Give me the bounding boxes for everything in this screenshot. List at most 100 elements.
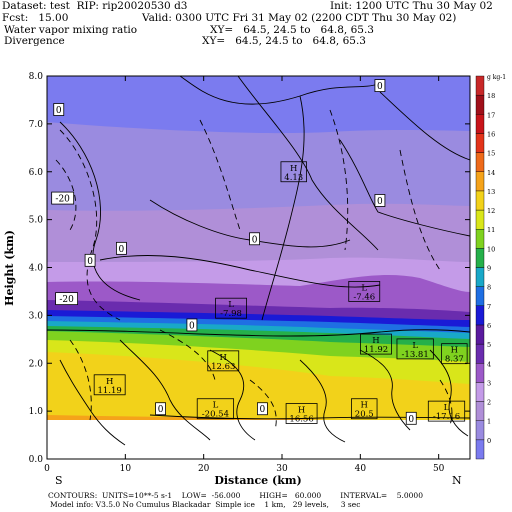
y-axis-ticks: 0.0 1.0 2.0 3.0 4.0 5.0 6.0 7.0 8.0 (29, 72, 470, 465)
svg-text:-7.46: -7.46 (353, 292, 375, 302)
colorbar-unit: g kg-1 (487, 74, 506, 81)
svg-text:8.37: 8.37 (445, 355, 464, 365)
init-time-label: Init: 1200 UTC Thu 30 May 02 (330, 0, 493, 12)
svg-text:L: L (412, 341, 418, 351)
colorbar-label: 15 (487, 150, 495, 158)
x-tick-label: 50 (433, 464, 445, 474)
svg-text:L: L (213, 401, 219, 411)
svg-text:-7.98: -7.98 (220, 309, 242, 319)
contour-value-label: 0 (405, 411, 417, 425)
contour-value-label: -20 (55, 292, 78, 305)
colorbar-label: 14 (487, 169, 495, 177)
contour-negative (249, 379, 277, 431)
colorbar-swatch (475, 209, 485, 230)
low-extremum-label: L-20.54 (196, 398, 235, 420)
contour-positive (339, 139, 470, 237)
colorbar-swatch (475, 382, 485, 402)
colorbar-label: 10 (487, 245, 495, 253)
colorbar-label: 0 (487, 437, 491, 445)
high-extremum-label: H20.5 (351, 398, 378, 420)
dataset-label: Dataset: test RIP: rip20020530 d3 (2, 0, 188, 12)
x-axis-ticks: 0 10 20 30 40 50 (44, 76, 445, 474)
low-extremum-label: L-17.16 (427, 400, 466, 422)
contour-value-label: 0 (53, 103, 65, 116)
svg-text:-20: -20 (59, 295, 74, 305)
svg-text:16.56: 16.56 (289, 415, 313, 425)
colorbar-swatch (475, 439, 485, 460)
y-tick-label: 5.0 (29, 216, 44, 226)
svg-text:11.19: 11.19 (97, 386, 121, 396)
svg-text:0: 0 (252, 235, 258, 245)
colorbar-swatch (475, 420, 485, 441)
colorbar-swatch (475, 401, 485, 421)
low-extremum-label: L-7.98 (215, 297, 247, 319)
y-axis-title: Height (km) (3, 230, 16, 306)
contour-positive (237, 76, 379, 251)
contour-negative (199, 119, 241, 231)
y-tick-label: 3.0 (29, 311, 44, 321)
svg-text:-20: -20 (55, 195, 70, 205)
low-extremum-label: L-7.46 (348, 281, 381, 302)
high-extremum-label: H11.19 (93, 374, 126, 396)
svg-text:H: H (106, 377, 113, 387)
svg-text:-17.16: -17.16 (433, 412, 460, 422)
svg-text:12.63: 12.63 (211, 362, 235, 372)
colorbar-swatch (475, 286, 485, 306)
colorbar-swatch (475, 248, 485, 268)
contour-negative (399, 149, 441, 271)
svg-text:0: 0 (158, 405, 164, 415)
colorbar-label: 5 (487, 341, 491, 349)
svg-text:H: H (361, 401, 368, 411)
contour-value-label: 0 (155, 402, 166, 415)
x-tick-label: 10 (120, 464, 132, 474)
svg-text:L: L (228, 300, 234, 310)
colorbar-swatch (475, 267, 485, 287)
svg-text:H: H (298, 406, 305, 416)
contour-positive (47, 329, 470, 337)
colorbar-swatch (475, 171, 485, 192)
colorbar-label: 13 (487, 188, 495, 196)
svg-text:H: H (220, 353, 227, 363)
forecast-hour-label: Fcst: 15.00 (2, 12, 69, 24)
svg-text:11.92: 11.92 (364, 345, 388, 355)
x-axis-title: Distance (km) (214, 474, 301, 487)
colorbar-label: 4 (487, 360, 491, 368)
colorbar-swatch (475, 94, 485, 115)
x-tick-label: 30 (276, 464, 288, 474)
y-tick-label: 1.0 (29, 407, 44, 417)
north-label: N (452, 474, 462, 487)
svg-text:20.5: 20.5 (355, 410, 374, 420)
svg-text:L: L (361, 283, 367, 293)
colorbar-label: 9 (487, 265, 491, 273)
svg-text:0: 0 (408, 415, 414, 425)
contour-negative (69, 339, 92, 421)
contour-value-label: 0 (249, 232, 260, 245)
svg-text:0: 0 (56, 106, 62, 116)
contour-value-label: -20 (51, 191, 75, 205)
valid-time-label: Valid: 0300 UTC Fri 31 May 02 (2200 CDT … (142, 12, 457, 24)
svg-text:0: 0 (260, 405, 266, 415)
colorbar-swatch (475, 75, 485, 96)
y-tick-label: 4.0 (29, 264, 44, 274)
south-label: S (55, 474, 63, 487)
colorbar-swatch (475, 133, 485, 153)
contour-value-label: 0 (116, 241, 127, 255)
x-tick-label: 40 (355, 464, 367, 474)
contour-positive (119, 339, 211, 441)
svg-text:0: 0 (87, 257, 93, 267)
colorbar-label: 3 (487, 379, 491, 387)
svg-text:-20.54: -20.54 (202, 410, 229, 420)
x-tick-label: 0 (44, 464, 50, 474)
svg-text:H: H (451, 346, 458, 356)
high-extremum-label: H12.63 (207, 350, 240, 372)
colorbar-swatch (475, 190, 485, 211)
contour-negative (59, 129, 121, 321)
colorbar-label: 8 (487, 284, 491, 292)
svg-text:-13.81: -13.81 (402, 350, 429, 360)
svg-text:0: 0 (189, 321, 195, 331)
colorbar-label: 1 (487, 418, 491, 426)
colorbar-swatch (475, 363, 485, 383)
